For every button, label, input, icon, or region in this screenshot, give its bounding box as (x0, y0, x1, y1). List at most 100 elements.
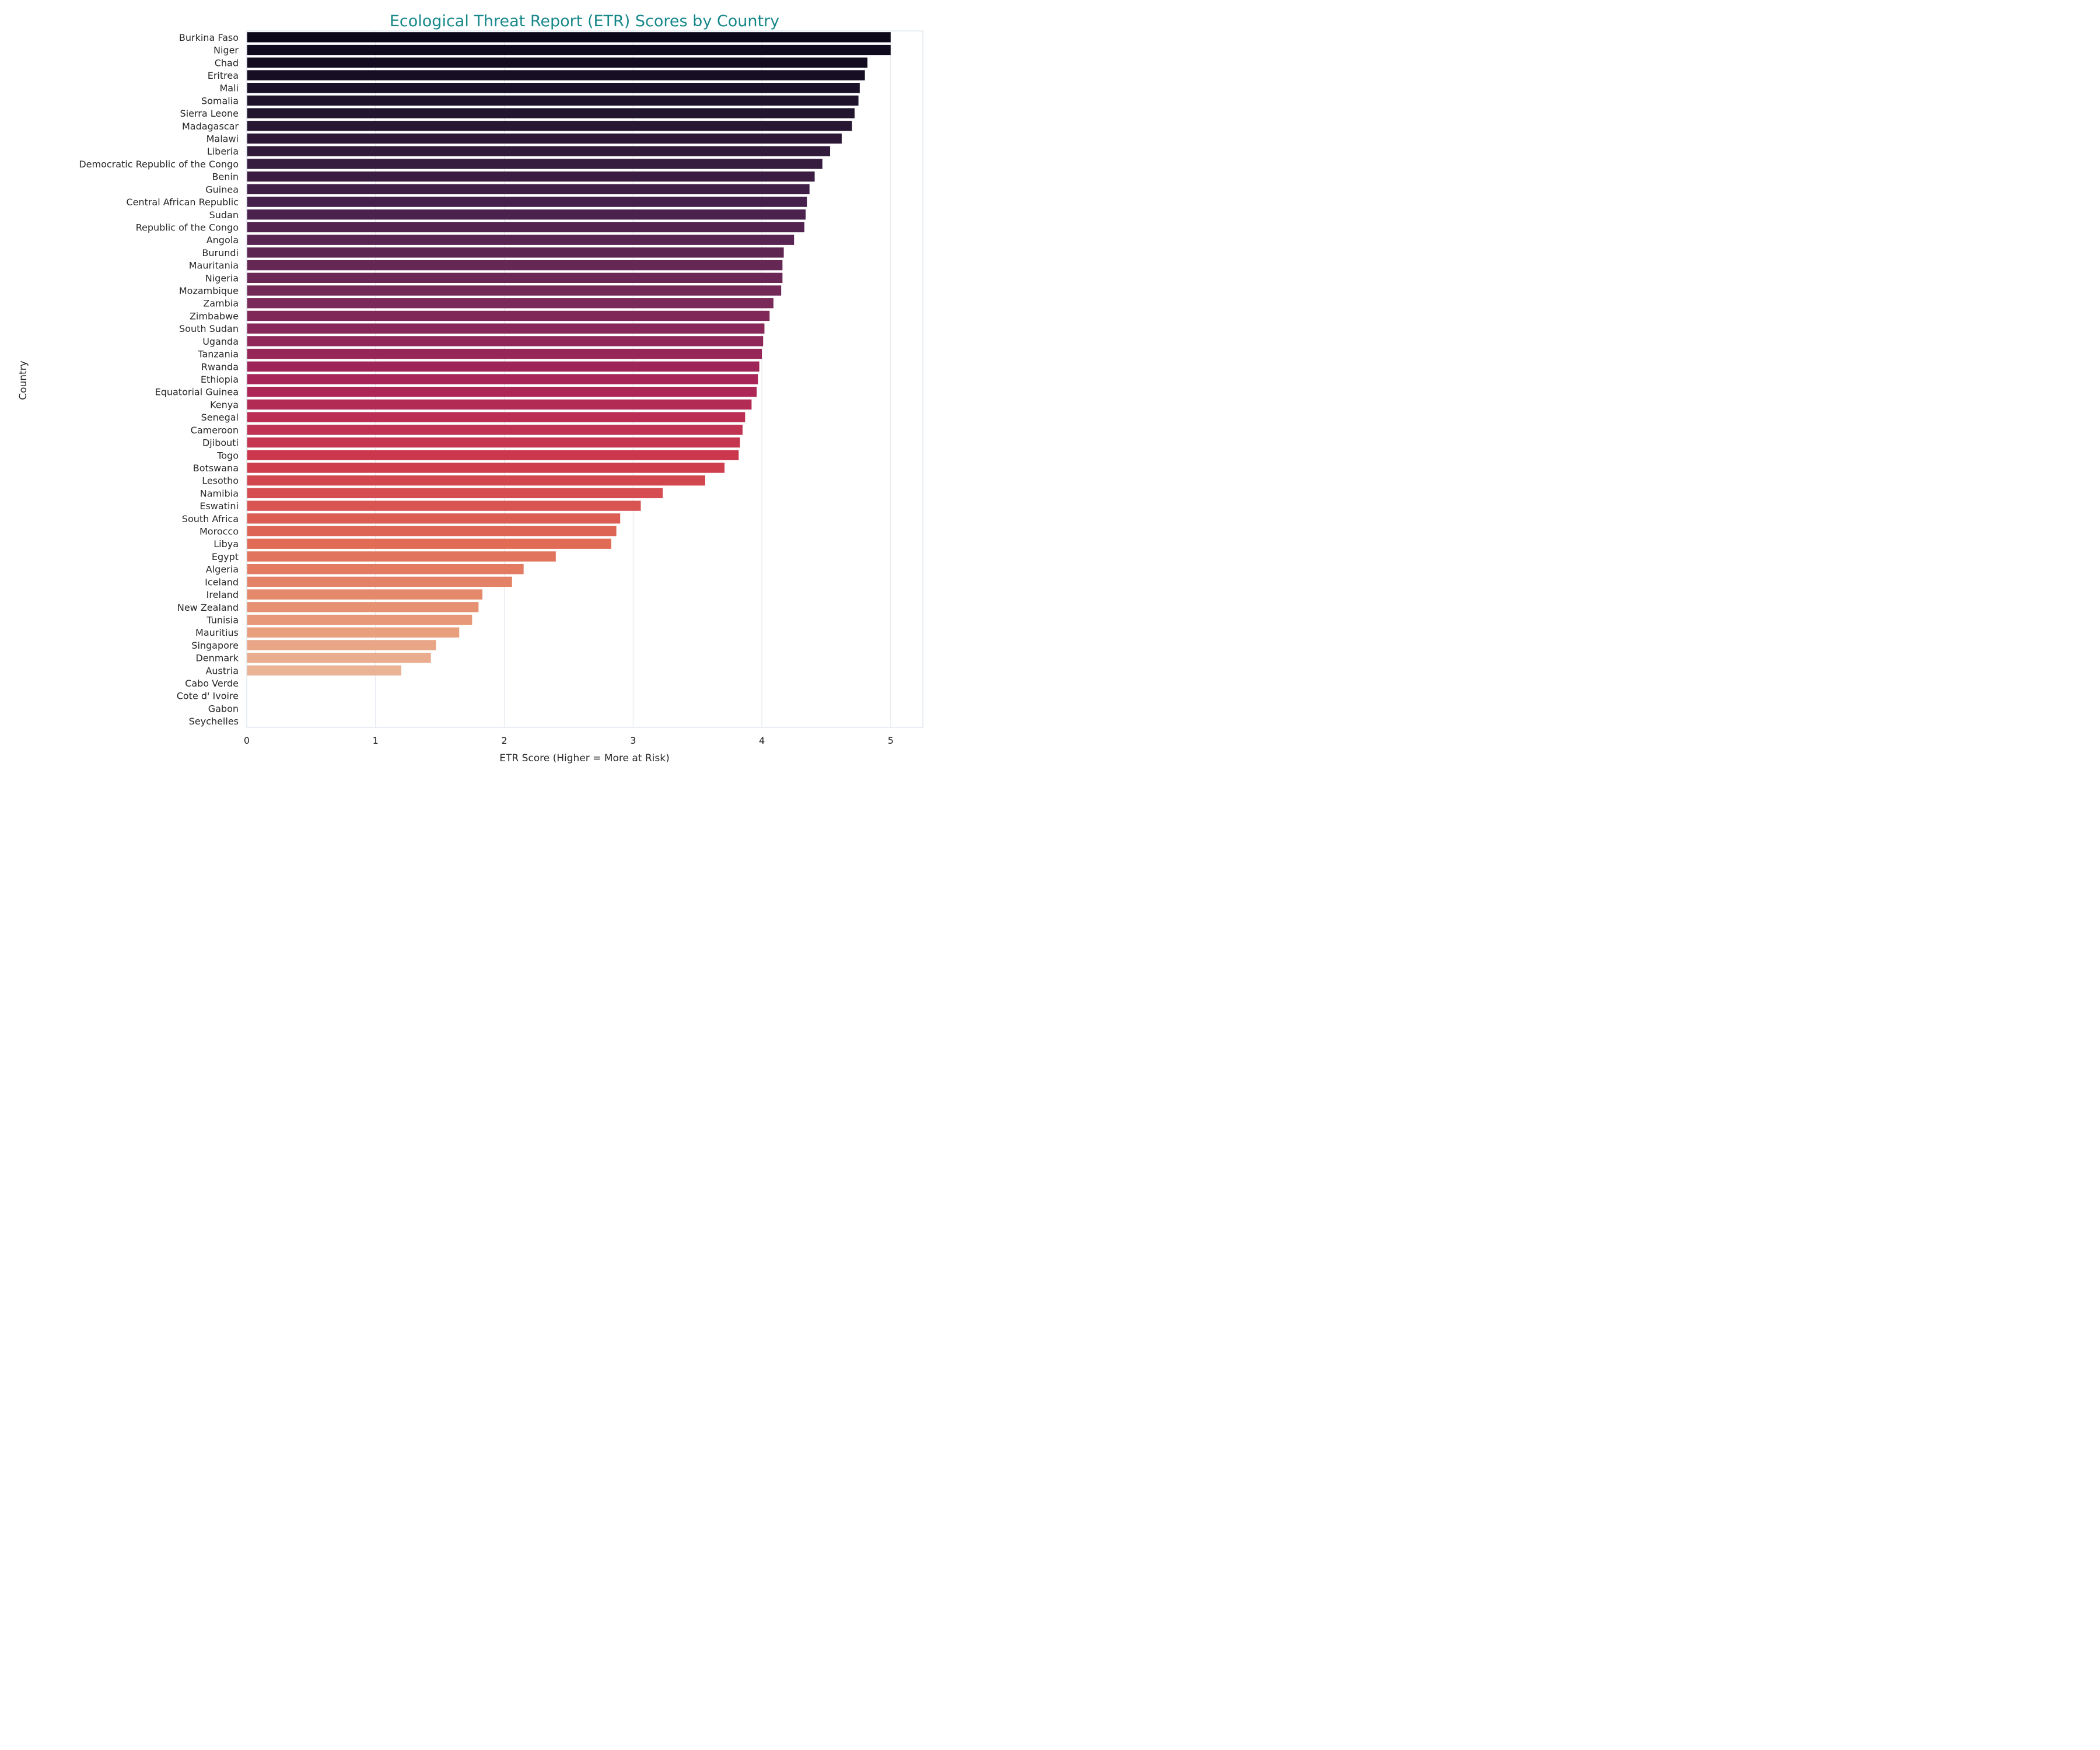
axes-frame (246, 30, 923, 728)
y-tick-label: Tunisia (206, 614, 239, 625)
chart-title: Ecological Threat Report (ETR) Scores by… (390, 12, 779, 30)
y-tick-label: Benin (212, 172, 239, 183)
bar (247, 133, 842, 144)
y-tick-label: South Sudan (179, 323, 239, 334)
bar (247, 614, 473, 625)
y-tick-label: Austria (205, 665, 239, 676)
y-tick-label: Gabon (208, 703, 239, 714)
bar (247, 159, 822, 169)
bar (247, 32, 891, 43)
bar (247, 108, 855, 118)
y-tick-label: South Africa (182, 513, 239, 524)
y-tick-label: Lesotho (202, 475, 239, 487)
bar (247, 425, 743, 435)
y-tick-label: Democratic Republic of the Congo (79, 159, 239, 170)
x-tick-label: 2 (501, 735, 507, 746)
y-tick-label: Nigeria (205, 272, 239, 284)
bar (247, 121, 852, 131)
bar (247, 399, 752, 410)
y-tick-label: Sierra Leone (180, 108, 239, 119)
bars (247, 32, 891, 676)
bar (247, 361, 760, 372)
bar (247, 437, 740, 448)
y-tick-label: Seychelles (189, 716, 239, 727)
y-tick-label: Djibouti (202, 438, 239, 449)
bar (247, 235, 794, 245)
y-tick-label: Morocco (200, 526, 239, 537)
y-tick-label: Tanzania (197, 349, 239, 360)
y-tick-label: Senegal (201, 412, 239, 423)
y-tick-label: Burkina Faso (179, 32, 239, 43)
y-tick-label: Central African Republic (126, 197, 239, 208)
y-tick-label: Liberia (207, 146, 239, 157)
y-tick-label: Sudan (209, 209, 239, 220)
y-tick-label: Zimbabwe (190, 310, 239, 321)
bar (247, 146, 831, 156)
chart: Burkina Faso Niger Chad Eritrea Mali Somalia S… (0, 0, 933, 778)
y-tick-label: Republic of the Congo (136, 222, 239, 233)
bar (247, 70, 865, 80)
bar (247, 665, 401, 676)
y-tick-label: Guinea (205, 184, 239, 195)
y-tick-label: Equatorial Guinea (155, 387, 239, 398)
y-tick-label: Singapore (191, 640, 239, 651)
bar (247, 222, 804, 233)
bar (247, 526, 617, 537)
x-axis-label: ETR Score (Higher = More at Risk) (499, 752, 669, 764)
bar (247, 57, 868, 68)
y-tick-label: Libya (214, 538, 239, 550)
bar (247, 538, 611, 549)
y-tick-label: Mauritania (189, 260, 239, 271)
bar (247, 576, 512, 587)
bar (247, 589, 482, 600)
bar (247, 247, 784, 258)
y-tick-label: Botswana (193, 463, 239, 474)
bar (247, 209, 806, 220)
bar (247, 564, 524, 575)
bar (247, 412, 746, 422)
bar (247, 374, 758, 384)
y-tick-label: Ireland (206, 589, 239, 600)
bar (247, 652, 431, 663)
y-tick-label: Cameroon (191, 425, 239, 436)
x-tick-label: 3 (630, 735, 636, 746)
y-tick-label: Denmark (195, 653, 239, 664)
y-tick-label: Rwanda (201, 361, 239, 372)
y-tick-label: Burundi (202, 247, 239, 258)
bar (247, 513, 621, 524)
y-tick-label: Iceland (205, 576, 239, 587)
y-tick-label: Eritrea (208, 70, 239, 81)
y-tick-label: Angola (206, 235, 239, 246)
bar (247, 640, 436, 650)
plot-frame (246, 30, 923, 728)
bar (247, 285, 782, 296)
bar (247, 95, 859, 106)
bar (247, 387, 757, 397)
bar (247, 348, 762, 359)
y-tick-label: Egypt (212, 551, 239, 562)
bar (247, 197, 807, 207)
y-tick-label: Togo (216, 450, 239, 461)
y-tick-label: Niger (214, 45, 239, 56)
y-tick-label: Malawi (206, 134, 239, 145)
bar (247, 488, 663, 499)
y-tick-label: Mozambique (179, 285, 239, 296)
x-tick-labels: 0 1 2 3 4 5 (244, 735, 894, 746)
bar (247, 298, 774, 309)
bar (247, 336, 764, 346)
bar (247, 501, 641, 511)
bar (247, 450, 739, 460)
y-tick-label: Ethiopia (201, 374, 239, 385)
bar (247, 83, 860, 93)
bar (247, 310, 770, 321)
bar (247, 171, 815, 182)
y-tick-label: Somalia (201, 95, 239, 106)
y-tick-label: New Zealand (177, 602, 239, 613)
y-tick-label: Cabo Verde (185, 678, 239, 689)
bar (247, 551, 556, 562)
y-tick-label: Algeria (206, 564, 239, 575)
y-axis-label: Country (18, 360, 29, 400)
y-tick-label: Mauritius (195, 627, 239, 638)
